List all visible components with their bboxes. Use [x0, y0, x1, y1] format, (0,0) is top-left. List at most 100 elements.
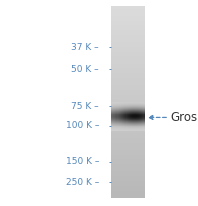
- Bar: [137, 108, 138, 109]
- Bar: [111, 104, 145, 107]
- Bar: [111, 107, 145, 109]
- Bar: [118, 107, 119, 108]
- Bar: [137, 120, 138, 121]
- Bar: [115, 124, 116, 125]
- Bar: [133, 124, 134, 125]
- Bar: [116, 102, 118, 103]
- Bar: [136, 106, 137, 107]
- Bar: [111, 157, 145, 159]
- Bar: [139, 115, 140, 116]
- Bar: [123, 117, 124, 118]
- Bar: [136, 109, 137, 110]
- Bar: [140, 103, 141, 104]
- Bar: [133, 121, 134, 122]
- Bar: [120, 118, 121, 119]
- Bar: [134, 110, 136, 111]
- Bar: [131, 113, 132, 114]
- Bar: [111, 109, 112, 110]
- Bar: [132, 130, 133, 131]
- Bar: [138, 115, 139, 116]
- Bar: [132, 124, 133, 125]
- Bar: [111, 122, 112, 123]
- Bar: [123, 116, 124, 117]
- Bar: [138, 127, 139, 128]
- Bar: [112, 117, 113, 118]
- Bar: [136, 118, 137, 119]
- Bar: [124, 126, 126, 127]
- Bar: [133, 119, 134, 120]
- Bar: [139, 102, 140, 103]
- Bar: [136, 113, 137, 114]
- Bar: [132, 127, 133, 128]
- Bar: [124, 123, 126, 124]
- Bar: [116, 118, 118, 119]
- Bar: [137, 115, 138, 116]
- Bar: [119, 102, 120, 103]
- Bar: [116, 105, 118, 106]
- Bar: [115, 106, 116, 107]
- Bar: [118, 119, 119, 120]
- Bar: [143, 103, 145, 104]
- Bar: [126, 125, 127, 126]
- Bar: [138, 105, 139, 106]
- Bar: [118, 115, 119, 116]
- Bar: [138, 102, 139, 103]
- Bar: [136, 107, 137, 108]
- Bar: [120, 119, 121, 120]
- Bar: [126, 106, 127, 107]
- Bar: [119, 103, 120, 104]
- Bar: [141, 122, 142, 123]
- Bar: [113, 104, 114, 105]
- Bar: [140, 129, 141, 130]
- Bar: [137, 104, 138, 105]
- Bar: [111, 131, 145, 133]
- Bar: [127, 106, 128, 107]
- Bar: [143, 105, 145, 106]
- Bar: [140, 121, 141, 122]
- Bar: [118, 118, 119, 119]
- Bar: [121, 120, 122, 121]
- Bar: [143, 113, 145, 114]
- Bar: [123, 113, 124, 114]
- Bar: [142, 129, 143, 130]
- Bar: [134, 104, 136, 105]
- Bar: [137, 128, 138, 129]
- Bar: [141, 126, 142, 127]
- Bar: [112, 110, 113, 111]
- Bar: [128, 117, 129, 118]
- Bar: [119, 108, 120, 109]
- Bar: [111, 111, 112, 112]
- Bar: [121, 110, 122, 111]
- Bar: [111, 125, 112, 126]
- Bar: [130, 127, 131, 128]
- Bar: [121, 111, 122, 112]
- Bar: [113, 102, 114, 103]
- Bar: [136, 115, 137, 116]
- Bar: [130, 128, 131, 129]
- Bar: [139, 104, 140, 105]
- Bar: [118, 123, 119, 124]
- Bar: [143, 106, 145, 107]
- Bar: [111, 97, 145, 99]
- Bar: [118, 117, 119, 118]
- Bar: [119, 127, 120, 128]
- Bar: [133, 129, 134, 130]
- Bar: [116, 120, 118, 121]
- Bar: [143, 126, 145, 127]
- Bar: [111, 152, 145, 155]
- Bar: [141, 102, 142, 103]
- Bar: [114, 119, 115, 120]
- Bar: [120, 126, 121, 127]
- Bar: [127, 107, 128, 108]
- Bar: [119, 114, 120, 115]
- Bar: [115, 126, 116, 127]
- Bar: [129, 103, 130, 104]
- Bar: [127, 112, 128, 113]
- Bar: [138, 130, 139, 131]
- Bar: [113, 119, 114, 120]
- Bar: [111, 164, 145, 167]
- Bar: [131, 115, 132, 116]
- Bar: [139, 126, 140, 127]
- Bar: [124, 122, 126, 123]
- Bar: [136, 105, 137, 106]
